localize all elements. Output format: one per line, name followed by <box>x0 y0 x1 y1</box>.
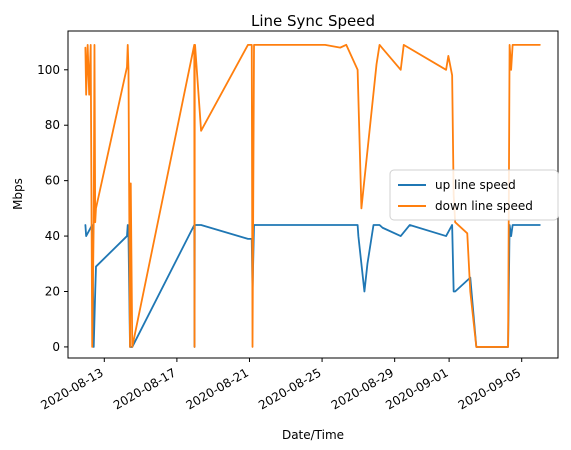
y-tick-label: 60 <box>45 174 60 188</box>
y-tick-label: 100 <box>37 63 60 77</box>
y-axis-ticks: 0 20 40 60 80 100 <box>37 63 68 354</box>
y-tick-label: 20 <box>45 284 60 298</box>
legend-box <box>389 169 559 221</box>
legend-label: up line speed <box>435 178 516 192</box>
series-line-down-line-speed <box>84 43 541 348</box>
y-tick-label: 80 <box>45 118 60 132</box>
legend-label: down line speed <box>435 199 533 213</box>
y-axis-label: Mbps <box>11 178 25 210</box>
series-group <box>84 43 541 348</box>
y-tick-label: 40 <box>45 229 60 243</box>
y-tick-label: 0 <box>52 340 60 354</box>
x-axis-label: Date/Time <box>282 428 344 442</box>
chart-title: Line Sync Speed <box>251 12 375 30</box>
legend: up line speed down line speed <box>389 169 559 221</box>
